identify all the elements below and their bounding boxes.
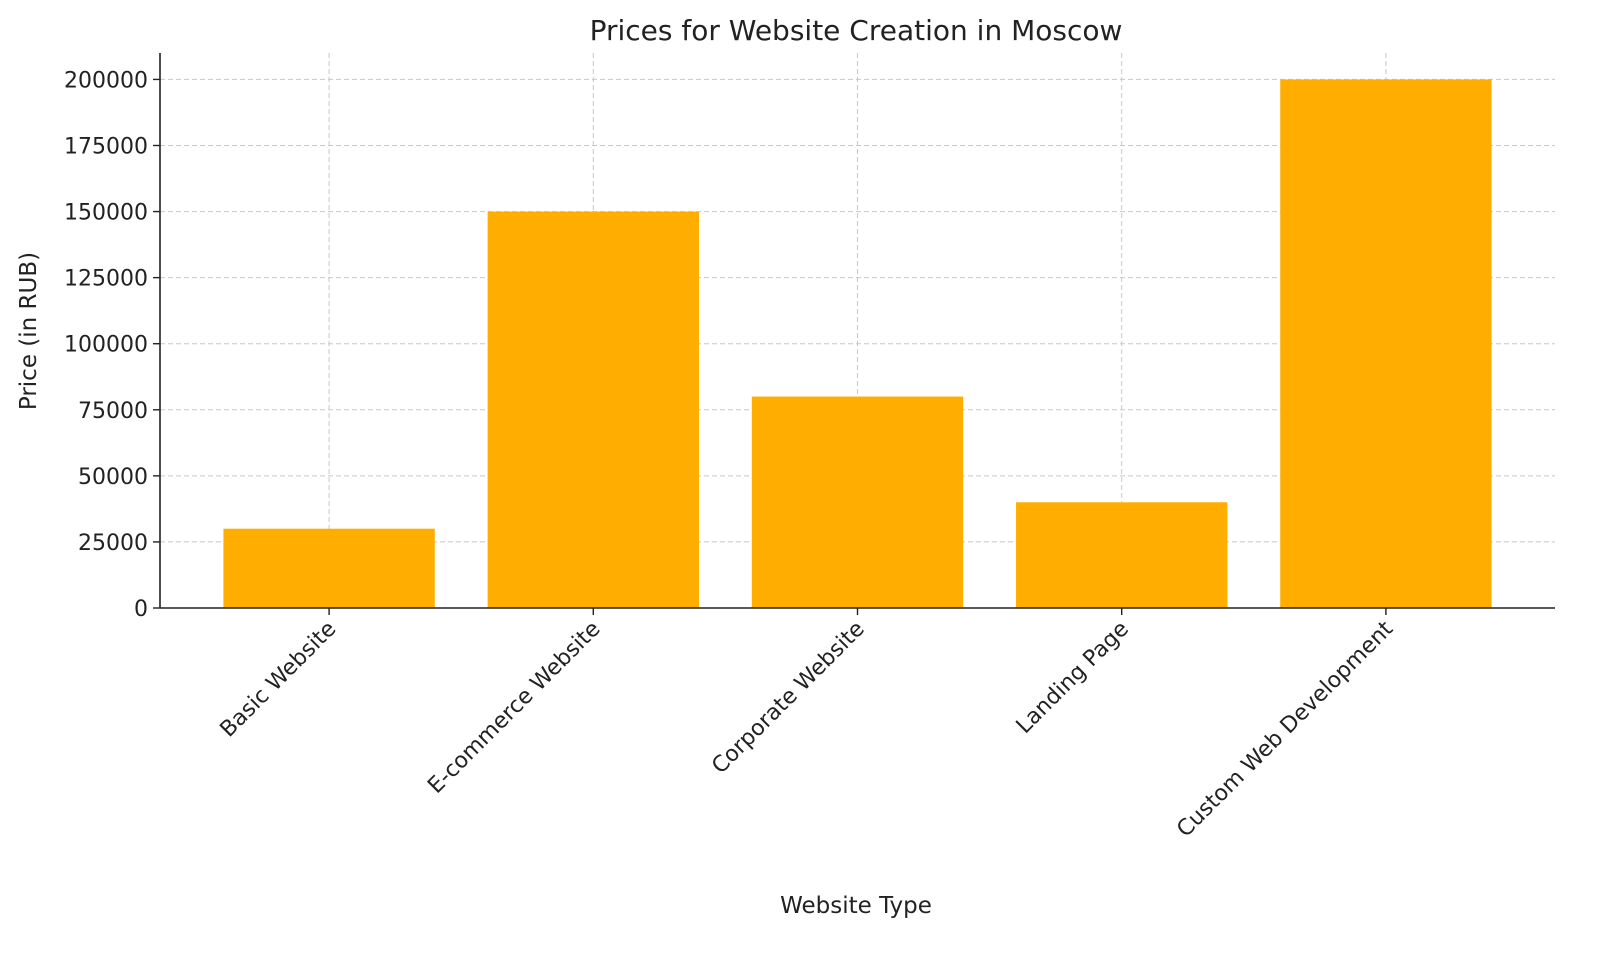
x-axis-label: Website Type [780, 893, 932, 919]
y-tick-label: 100000 [64, 333, 148, 358]
y-tick-label: 50000 [78, 465, 148, 490]
y-tick-label: 150000 [64, 201, 148, 226]
x-tick-label: Landing Page [1012, 617, 1134, 739]
bar [487, 211, 699, 609]
bar [1280, 79, 1492, 608]
y-tick-label: 25000 [78, 531, 148, 556]
x-tick-label: Custom Web Development [1172, 616, 1398, 842]
y-tick-label: 0 [134, 597, 148, 622]
y-tick-label: 175000 [64, 135, 148, 160]
bar [223, 528, 435, 608]
x-tick-label: Corporate Website [707, 617, 869, 779]
y-tick-label: 200000 [64, 68, 148, 93]
x-tick-label: Basic Website [216, 617, 342, 743]
bars [223, 79, 1492, 609]
y-axis-label: Price (in RUB) [16, 252, 42, 410]
y-tick-label: 75000 [78, 399, 148, 424]
x-axis-ticks: Basic Website E-commerce Website Corporate… [216, 608, 1398, 842]
bar [1016, 502, 1228, 608]
x-tick-label: E-commerce Website [423, 617, 605, 799]
bar [751, 396, 964, 608]
y-axis-ticks: 0 25000 50000 75000 100000 125000 150000 175000… [64, 68, 160, 622]
chart-title: Prices for Website Creation in Moscow [590, 14, 1123, 47]
y-tick-label: 125000 [64, 267, 148, 292]
